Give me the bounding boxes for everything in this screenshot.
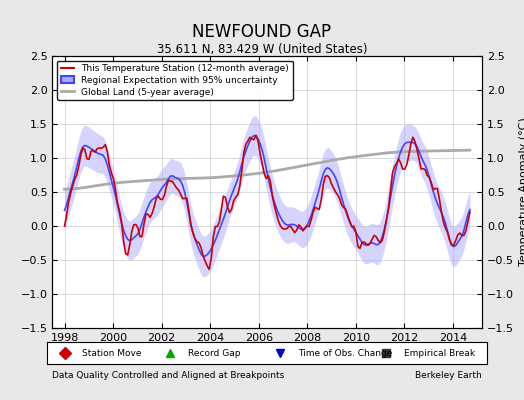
Text: Empirical Break: Empirical Break — [403, 348, 475, 358]
Text: Record Gap: Record Gap — [188, 348, 241, 358]
Text: 35.611 N, 83.429 W (United States): 35.611 N, 83.429 W (United States) — [157, 44, 367, 56]
Text: NEWFOUND GAP: NEWFOUND GAP — [192, 23, 332, 41]
Y-axis label: Temperature Anomaly (°C): Temperature Anomaly (°C) — [519, 118, 524, 266]
Text: Time of Obs. Change: Time of Obs. Change — [298, 348, 392, 358]
Text: Station Move: Station Move — [82, 348, 142, 358]
Text: Data Quality Controlled and Aligned at Breakpoints: Data Quality Controlled and Aligned at B… — [52, 372, 285, 380]
Legend: This Temperature Station (12-month average), Regional Expectation with 95% uncer: This Temperature Station (12-month avera… — [57, 60, 292, 100]
Text: Berkeley Earth: Berkeley Earth — [416, 372, 482, 380]
